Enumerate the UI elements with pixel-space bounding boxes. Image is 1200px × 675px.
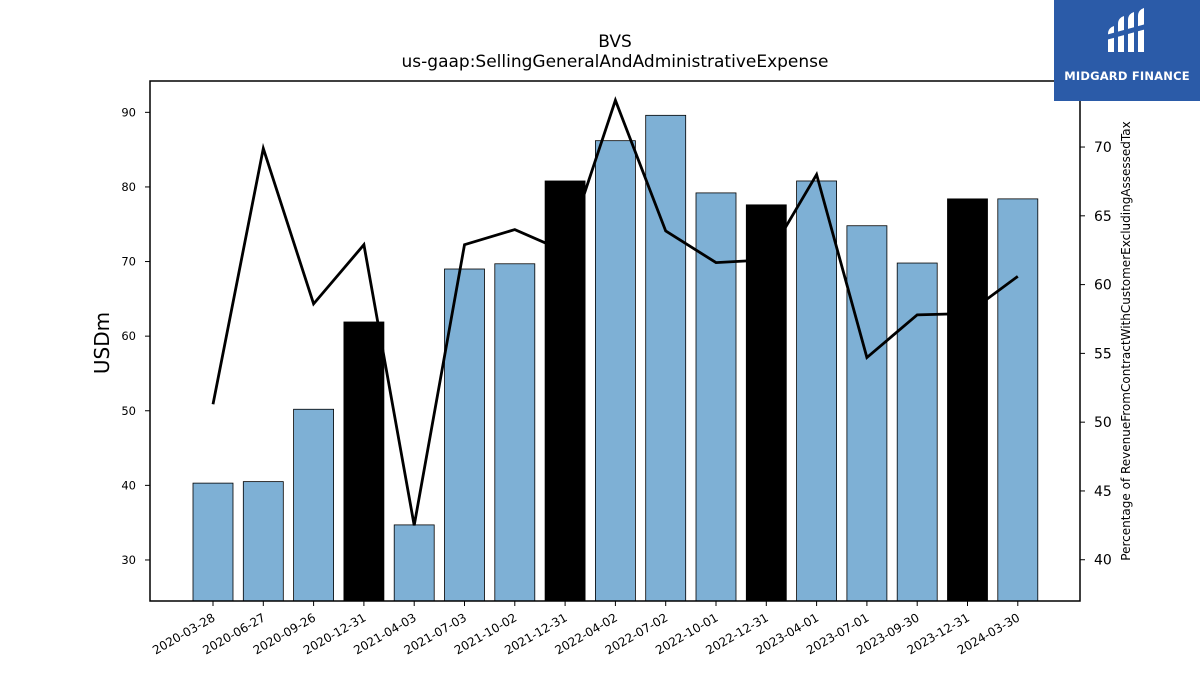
chart-subtitle: us-gaap:SellingGeneralAndAdministrativeE…: [401, 52, 829, 72]
bars-layer: [192, 114, 1039, 602]
y-tick-label: 70: [121, 255, 136, 269]
bar: [645, 114, 687, 602]
y-tick-label: 40: [121, 478, 136, 492]
bar: [242, 481, 284, 602]
bar: [796, 180, 837, 602]
logo-text: MIDGARD FINANCE: [1064, 69, 1190, 83]
bar: [293, 408, 335, 602]
logo-mark-icon: [1103, 8, 1149, 52]
bar: [846, 225, 888, 602]
line-layer: [211, 96, 1019, 526]
bar: [997, 198, 1039, 602]
bar: [393, 524, 435, 602]
chart-title: BVS: [598, 32, 632, 52]
bar: [494, 263, 536, 602]
y2-tick-label: 50: [1094, 415, 1112, 431]
bar: [595, 140, 636, 602]
y-tick-label: 30: [121, 553, 136, 567]
y-axis-right: 40 45 50 55 60 65 70: [1080, 140, 1112, 569]
y2-tick-label: 55: [1094, 346, 1112, 362]
y2-tick-label: 70: [1094, 140, 1112, 156]
y-axis-left: 30 40 50 60 70 80 90: [121, 105, 150, 567]
y-tick-label: 60: [121, 329, 136, 343]
y-tick-label: 90: [121, 105, 136, 119]
bar: [343, 321, 385, 602]
y2-tick-label: 40: [1094, 553, 1112, 569]
y2-tick-label: 45: [1094, 484, 1112, 500]
brand-logo: MIDGARD FINANCE: [1054, 0, 1200, 101]
ratio-line: [211, 96, 1019, 526]
bar: [947, 198, 988, 602]
bar: [896, 262, 938, 602]
y2-tick-label: 60: [1094, 278, 1112, 294]
y2-axis-label: Percentage of RevenueFromContractWithCus…: [1119, 121, 1133, 560]
y2-tick-label: 65: [1094, 209, 1112, 225]
x-axis: 2020-03-282020-06-272020-09-262020-12-31…: [150, 601, 1022, 657]
bar: [192, 482, 234, 602]
bar: [745, 204, 787, 602]
y-tick-label: 80: [121, 180, 136, 194]
y-tick-label: 50: [121, 404, 136, 418]
y-axis-label: USDm: [90, 312, 114, 374]
